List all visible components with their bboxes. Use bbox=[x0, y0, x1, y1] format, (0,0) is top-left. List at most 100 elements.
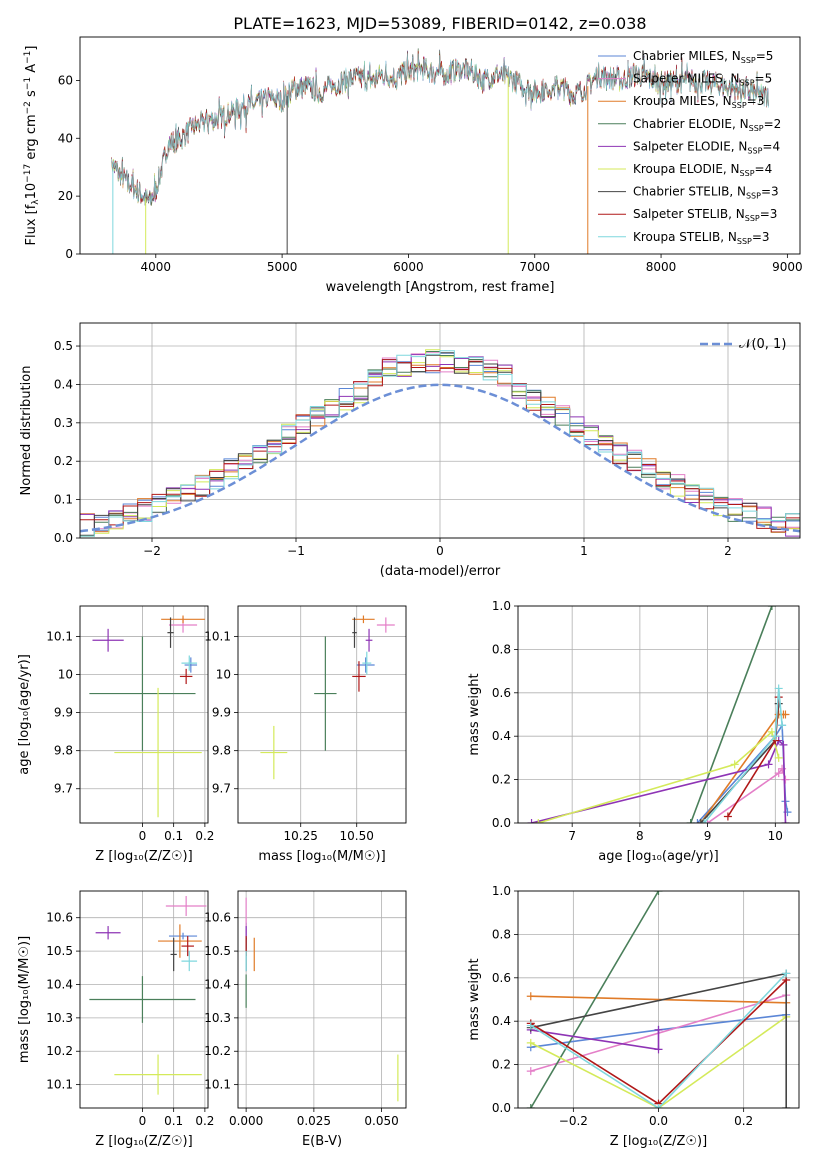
mass_vs_ebv-frame bbox=[237, 890, 407, 1109]
mass_vs_Z-frame bbox=[79, 890, 209, 1109]
weight-marker bbox=[781, 819, 790, 823]
legend-entry: Salpeter STELIB, NSSP=3 bbox=[633, 207, 777, 223]
errorbar-point bbox=[365, 628, 373, 652]
weight_vs_age-ytick-label: 0.2 bbox=[492, 773, 511, 787]
weight_vs_Z-ytick-label: 0.0 bbox=[492, 1101, 511, 1115]
weight_vs_Z-ytick-label: 1.0 bbox=[492, 884, 511, 898]
spectrum-xtick-label: 9000 bbox=[772, 260, 803, 274]
errorbar-point bbox=[352, 615, 375, 624]
legend-entry: 𝒩(0, 1) bbox=[739, 337, 786, 352]
weight-marker bbox=[779, 740, 788, 749]
mass_vs_ebv-xtick-label: 0.000 bbox=[229, 1114, 263, 1128]
weight_vs_Z-ytick-label: 0.8 bbox=[492, 927, 511, 941]
weight-marker bbox=[534, 819, 543, 823]
age_vs_Z-xtick-label: 0.2 bbox=[195, 829, 214, 843]
errorbar-point bbox=[181, 655, 198, 671]
residuals-xtick-label: 1 bbox=[580, 544, 588, 558]
mass_vs_Z-xtick-label: 0.1 bbox=[164, 1114, 183, 1128]
residuals-marks bbox=[80, 349, 800, 538]
weight_vs_age-xtick-label: 7 bbox=[568, 829, 576, 843]
mass_vs_Z-xlabel: Z [log₁₀(Z/Z☉)] bbox=[95, 1134, 192, 1149]
weight-marker bbox=[730, 760, 739, 769]
spectrum-ytick-label: 40 bbox=[58, 131, 73, 145]
weight_vs_Z-frame bbox=[517, 890, 800, 1109]
residuals-ytick-label: 0.0 bbox=[54, 531, 73, 545]
weight-marker bbox=[774, 769, 783, 778]
spectrum-frame bbox=[79, 36, 801, 255]
errorbar-point bbox=[352, 617, 357, 648]
weight_vs_age-xtick-label: 9 bbox=[704, 829, 712, 843]
weight_vs_Z-xlabel: Z [log₁₀(Z/Z☉)] bbox=[610, 1134, 707, 1149]
mass_vs_ebv-ytick-label: 10.4 bbox=[204, 977, 231, 991]
age_vs_mass-ytick-label: 10 bbox=[216, 668, 231, 682]
residuals-xtick-label: 2 bbox=[724, 544, 732, 558]
errorbar-point bbox=[158, 924, 202, 958]
spectrum-xtick-label: 6000 bbox=[393, 260, 424, 274]
weight-marker bbox=[526, 1104, 535, 1108]
mass_vs_Z-ytick-label: 10.4 bbox=[46, 977, 73, 991]
errorbar-point bbox=[114, 1054, 202, 1095]
errorbar-point bbox=[352, 661, 366, 692]
spectrum-ylabel: Flux [fλ10−17 erg cm−2 s−1 A−1] bbox=[23, 46, 41, 246]
weight-marker bbox=[654, 1104, 663, 1108]
age_vs_Z-panel: 0 0.1 0.2 9.7 9.8 9.9 10 10.1 Z [log₁₀(Z/Z☉)] age… bbox=[17, 605, 214, 864]
mass_vs_ebv-ytick-label: 10.1 bbox=[204, 1078, 231, 1092]
mass_vs_Z-xtick-label: 0 bbox=[139, 1114, 147, 1128]
errorbar-point bbox=[167, 617, 174, 648]
weight_vs_age-xtick-label: 8 bbox=[636, 829, 644, 843]
mass_vs_ebv-xtick-label: 0.050 bbox=[364, 1114, 398, 1128]
legend-entry: Salpeter MILES, NSSP=5 bbox=[633, 72, 772, 88]
weight_vs_Z-panel: −0.2 0.0 0.2 0.0 0.2 0.4 0.6 0.8 1.0 Z [log₁₀(Z/Z… bbox=[467, 884, 800, 1149]
spectrum-marks bbox=[111, 48, 769, 254]
weight_vs_age-xlabel: age [log₁₀(age/yr)] bbox=[598, 849, 719, 864]
errorbar-point bbox=[95, 926, 121, 940]
weight-marker bbox=[526, 992, 535, 1001]
mass_vs_ebv-panel: 0.000 0.025 0.050 10.1 10.2 10.3 10.4 10.5 10.6 E… bbox=[204, 890, 407, 1149]
mass_vs_ebv-xlabel: E(B-V) bbox=[302, 1134, 342, 1149]
weight-marker bbox=[654, 891, 663, 895]
weight_vs_Z-ylabel: mass weight bbox=[467, 958, 482, 1040]
residuals-ytick-label: 0.3 bbox=[54, 416, 73, 430]
weight-marker bbox=[686, 819, 695, 823]
residuals-ytick-label: 0.1 bbox=[54, 493, 73, 507]
weight-marker bbox=[767, 727, 776, 736]
residuals-ytick-label: 0.5 bbox=[54, 339, 73, 353]
weight_vs_Z-xtick-label: −0.2 bbox=[559, 1114, 588, 1128]
weight_vs_age-xtick-label: 10 bbox=[768, 829, 783, 843]
weight-marker bbox=[767, 606, 776, 610]
errorbar-point bbox=[376, 617, 395, 633]
weight-marker bbox=[781, 775, 790, 784]
mass_vs_Z-ytick-label: 10.2 bbox=[46, 1044, 73, 1058]
spectrum-ytick-label: 60 bbox=[58, 73, 73, 87]
mass_vs_Z-ytick-label: 10.6 bbox=[46, 911, 73, 925]
residuals-xtick-label: 0 bbox=[436, 544, 444, 558]
weight-marker bbox=[703, 819, 712, 823]
errorbar-point bbox=[114, 687, 202, 818]
weight-marker bbox=[778, 721, 787, 730]
weight-series-line bbox=[530, 1016, 787, 1108]
weight_vs_Z-marks bbox=[526, 891, 791, 1108]
weight-series-line bbox=[530, 995, 787, 1004]
legend-entry: Chabrier MILES, NSSP=5 bbox=[633, 49, 773, 65]
age_vs_mass-xlabel: mass [log₁₀(M/M☉)] bbox=[258, 849, 385, 864]
spectrum-series-line bbox=[111, 53, 769, 206]
mass_vs_Z-marks bbox=[89, 896, 207, 1095]
errorbar-point bbox=[89, 976, 196, 1023]
weight_vs_age-ytick-label: 0.8 bbox=[492, 642, 511, 656]
weight-marker bbox=[526, 1038, 535, 1047]
age_vs_Z-xlabel: Z [log₁₀(Z/Z☉)] bbox=[95, 849, 192, 864]
errorbar-point bbox=[165, 896, 207, 917]
spectrum-xtick-label: 4000 bbox=[141, 260, 172, 274]
weight_vs_age-ytick-label: 0.6 bbox=[492, 686, 511, 700]
errorbar-point bbox=[92, 628, 124, 652]
errorbar-point bbox=[356, 657, 375, 673]
residuals-ytick-label: 0.2 bbox=[54, 454, 73, 468]
weight-marker bbox=[782, 1104, 791, 1108]
errorbar-point bbox=[184, 657, 198, 673]
errorbar-point bbox=[362, 651, 372, 675]
age_vs_mass-ytick-label: 9.9 bbox=[212, 706, 231, 720]
spectrum-xtick-label: 5000 bbox=[267, 260, 298, 274]
age_vs_Z-frame bbox=[79, 605, 209, 824]
age_vs_Z-ylabel: age [log₁₀(age/yr)] bbox=[17, 654, 32, 775]
